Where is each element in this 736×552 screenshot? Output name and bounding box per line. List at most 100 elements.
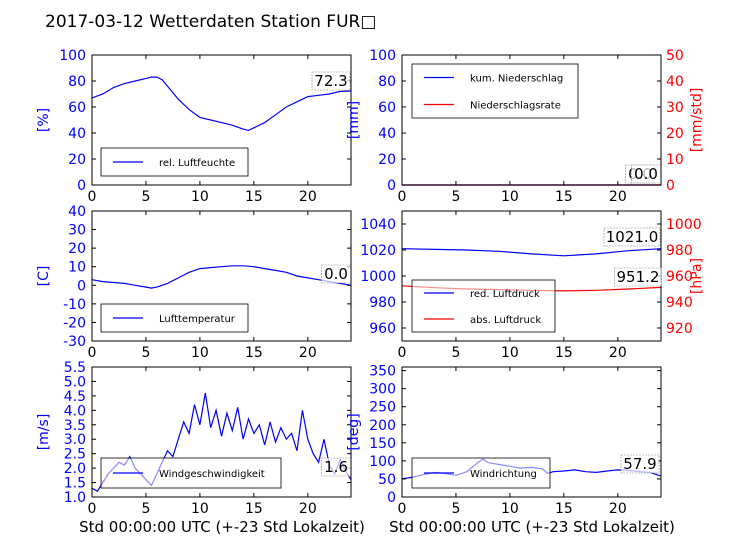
y-tick-label: 0: [77, 278, 86, 294]
y-tick-label: 100: [59, 48, 86, 64]
y-tick-label-right: 0: [666, 178, 675, 194]
last-value-box: [321, 264, 351, 284]
legend-label: kum. Niederschlag: [470, 74, 563, 85]
x-tick-label: 0: [398, 189, 407, 205]
x-tick-label: 20: [609, 501, 627, 517]
y-tick-label: 200: [369, 418, 396, 434]
legend-direction: Windrichtung: [411, 457, 551, 489]
y-tick-label: 350: [369, 364, 396, 380]
y-tick-label: 0: [387, 490, 396, 506]
y-tick-label: 4.5: [64, 389, 86, 405]
x-tick-label: 20: [299, 189, 317, 205]
y-tick-label: 20: [68, 241, 86, 257]
last-value-box: [614, 267, 662, 287]
y-tick-label: 2.0: [64, 461, 86, 477]
legend-label: Lufttemperatur: [159, 314, 236, 325]
y-tick-label-right: 40: [666, 74, 684, 90]
x-tick-label: 15: [245, 501, 263, 517]
legend-box: [411, 63, 579, 119]
y-tick-label-right: 960: [666, 269, 693, 285]
y-tick-label: 1.0: [64, 490, 86, 506]
panel-temperature: 0 5 10 15 20 -30 -20 -10 0 10 20 30 40 [C] Lufttempera…: [36, 204, 352, 361]
x-tick-label: 20: [299, 501, 317, 517]
last-value-box: [321, 457, 351, 477]
plot-frame-humidity: [91, 54, 352, 186]
legend-temperature: Lufttemperatur: [100, 303, 249, 333]
y-tick-label: 50: [378, 472, 396, 488]
x-tick-label: 20: [299, 345, 317, 361]
y-tick-label-right: 30: [666, 100, 684, 116]
y-tick-label: 100: [369, 454, 396, 470]
legend-label: Windgeschwindigkeit: [159, 469, 265, 480]
last-value-box: [620, 454, 660, 474]
plot-frame-precip: [401, 54, 662, 186]
y-tick-label: -10: [63, 297, 86, 313]
x-tick-label: 20: [609, 345, 627, 361]
x-tick-label: 0: [88, 345, 97, 361]
legend-label: red. Luftdruck: [470, 289, 540, 300]
x-tick-label: 20: [609, 189, 627, 205]
x-tick-label: 5: [141, 345, 150, 361]
y-tick-label: 3.0: [64, 432, 86, 448]
y-tick-label: 100: [369, 48, 396, 64]
panel-direction: 0 5 10 15 20050100150200250300350[deg]Windri…: [346, 364, 662, 517]
y-tick-label-right: 940: [666, 295, 693, 311]
y-tick-label-right: 980: [666, 243, 693, 259]
y-tick-label: 1020: [360, 243, 396, 259]
y-tick-label: 2.5: [64, 447, 86, 463]
legend-box: [411, 457, 551, 489]
plot-frame-temperature: [91, 210, 352, 342]
y-tick-label: 300: [369, 382, 396, 398]
legend-pressure: red. Luftdruck abs. Luftdruck: [411, 279, 556, 333]
legend-box: [411, 279, 556, 333]
x-tick-label: 0: [88, 501, 97, 517]
legend-precip: kum. Niederschlag Niederschlagsrate: [411, 63, 579, 119]
last-value-label: 72.3: [314, 72, 347, 90]
y-axis-label-right: [mm/std]: [689, 88, 705, 153]
y-tick-label-right: 10: [666, 152, 684, 168]
x-tick-label: 10: [501, 189, 519, 205]
y-tick-label: 10: [68, 260, 86, 276]
y-tick-label: 980: [369, 295, 396, 311]
last-value-label: 1021.0: [606, 228, 659, 246]
legend-humidity: rel. Luftfeuchte: [100, 147, 249, 177]
series-line-humidity-0: [91, 76, 352, 132]
y-axis-label: [C]: [36, 266, 52, 287]
y-tick-label: 1000: [360, 269, 396, 285]
figure-title: 2017-03-12 Wetterdaten Station FUR□: [45, 12, 376, 32]
plot-frame-direction: [401, 366, 662, 498]
y-tick-label: 0: [387, 178, 396, 194]
y-tick-label-right: 1000: [666, 217, 702, 233]
y-tick-label: 80: [378, 74, 396, 90]
legend-label: Windrichtung: [470, 469, 537, 480]
y-tick-label: 0: [77, 178, 86, 194]
x-tick-label: 15: [555, 189, 573, 205]
x-axis-label-left: Std 00:00:00 UTC (+-23 Std Lokalzeit): [79, 518, 365, 536]
y-tick-label: 40: [68, 204, 86, 220]
x-tick-label: 0: [398, 345, 407, 361]
x-tick-label: 5: [451, 189, 460, 205]
x-tick-label: 5: [141, 189, 150, 205]
panel-pressure: 0 5 10 15 20 960 980 1000 1020 1040 920 940 960 980 10…: [360, 210, 705, 361]
y-tick-label: -30: [63, 334, 86, 350]
x-tick-label: 0: [398, 501, 407, 517]
panel-humidity: 0 5 10 15 20 0 20 40 60 80 100 [%] rel. Luftfeuchte 7…: [36, 48, 352, 205]
y-tick-label: 40: [68, 126, 86, 142]
x-tick-label: 15: [245, 189, 263, 205]
y-tick-label: 5.5: [64, 360, 86, 376]
last-value-box: [631, 164, 661, 184]
series-line-temperature-0: [91, 265, 352, 289]
y-tick-label: 150: [369, 436, 396, 452]
y-tick-label-right: 920: [666, 321, 693, 337]
y-tick-label: 20: [378, 152, 396, 168]
y-tick-label: -20: [63, 315, 86, 331]
y-tick-label: 5.0: [64, 374, 86, 390]
x-axis-label-right: Std 00:00:00 UTC (+-23 Std Lokalzeit): [389, 518, 675, 536]
x-tick-label: 15: [555, 345, 573, 361]
y-tick-label: 1.5: [64, 476, 86, 492]
y-tick-label: 1040: [360, 217, 396, 233]
y-tick-label: 80: [68, 74, 86, 90]
x-tick-label: 0: [88, 189, 97, 205]
y-axis-label: [deg]: [346, 413, 362, 450]
